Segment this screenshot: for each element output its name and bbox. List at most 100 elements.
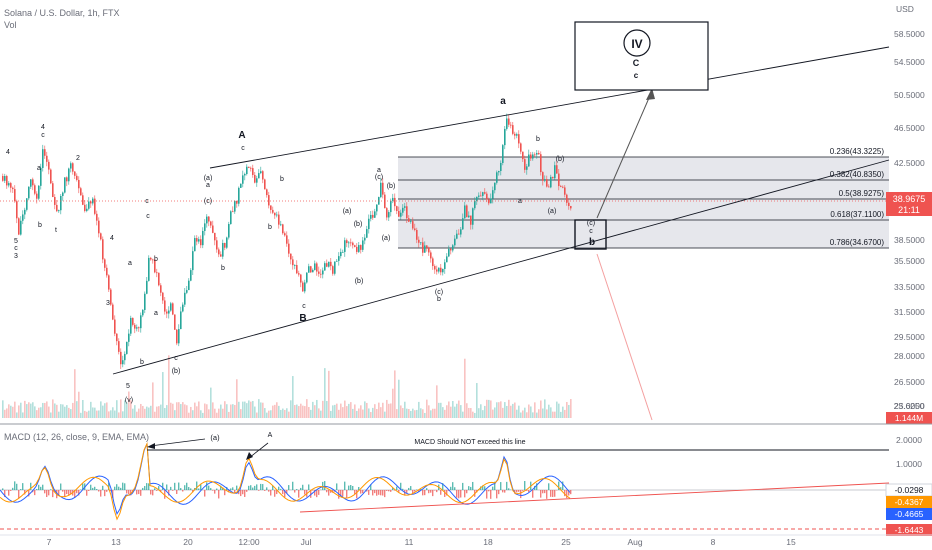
candle-body: [490, 198, 492, 204]
macd-histogram-bar: [430, 490, 432, 493]
macd-histogram-bar: [490, 490, 492, 499]
macd-histogram-bar: [352, 485, 354, 490]
macd-histogram-bar: [100, 490, 102, 497]
volume-bar: [560, 411, 562, 418]
candle-body: [288, 243, 290, 254]
candle-body: [256, 178, 258, 183]
macd-histogram-bar: [304, 490, 306, 495]
macd-histogram-bar: [340, 490, 342, 496]
candle-body: [480, 195, 482, 197]
wave-label-46: (c): [587, 220, 595, 227]
candle-body: [220, 254, 222, 257]
macd-histogram-bar: [536, 483, 538, 490]
macd-histogram-bar: [366, 490, 368, 492]
macd-histogram-bar: [420, 489, 422, 490]
candle-body: [86, 208, 88, 211]
candle-body: [306, 272, 308, 283]
candle-body: [418, 239, 420, 243]
macd-histogram-bar: [462, 482, 464, 490]
wave-label-35: a: [377, 167, 381, 174]
macd-histogram-bar: [90, 484, 92, 490]
macd-histogram-bar: [350, 485, 352, 490]
candle-body: [484, 192, 486, 194]
volume-bar: [538, 409, 540, 418]
volume-bar: [64, 406, 66, 418]
macd-histogram-bar: [50, 489, 52, 490]
macd-histogram-bar: [386, 490, 388, 491]
volume-bar: [544, 399, 546, 418]
candle-body: [248, 166, 250, 168]
macd-histogram-bar: [526, 490, 528, 491]
candle-body: [132, 317, 134, 325]
volume-bar: [266, 412, 268, 418]
candle-body: [544, 179, 546, 181]
volume-bar: [364, 401, 366, 418]
macd-histogram-bar: [516, 490, 518, 493]
candle-body: [180, 311, 182, 330]
candle-body: [352, 242, 354, 246]
volume-bar: [358, 408, 360, 418]
macd-histogram-bar: [494, 481, 496, 490]
macd-histogram-bar: [300, 487, 302, 490]
macd-histogram-bar: [460, 490, 462, 498]
candle-body: [316, 263, 318, 272]
time-axis-tick-1: 13: [111, 537, 121, 547]
macd-histogram-bar: [172, 490, 174, 491]
volume-bar: [446, 405, 448, 418]
macd-histogram-bar: [452, 482, 454, 490]
wave-iv-target-box: [574, 21, 709, 91]
macd-histogram-bar: [248, 485, 250, 490]
macd-histogram-bar: [260, 483, 262, 490]
macd-histogram-bar: [406, 490, 408, 494]
candle-body: [124, 353, 126, 361]
macd-histogram-bar: [212, 490, 214, 491]
candle-body: [250, 167, 252, 169]
volume-bar: [412, 408, 414, 418]
time-axis-tick-5: 11: [405, 537, 414, 547]
candle-body: [486, 193, 488, 200]
candle-body: [224, 243, 226, 248]
macd-histogram-bar: [360, 490, 362, 494]
time-axis-tick-4: Jul: [301, 537, 312, 547]
volume-bar: [38, 407, 40, 418]
candle-body: [442, 268, 444, 273]
volume-indicator-label: Vol: [4, 20, 17, 30]
volume-bar: [370, 412, 372, 418]
macd-histogram-bar: [262, 484, 264, 490]
candle-body: [354, 245, 356, 247]
macd-histogram-bar: [70, 490, 72, 495]
volume-bar: [400, 405, 402, 418]
volume-bar: [218, 408, 220, 418]
wave-label-19: c: [174, 355, 178, 362]
macd-histogram-bar: [48, 490, 50, 496]
candle-body: [252, 168, 254, 175]
candle-body: [548, 186, 550, 188]
volume-bar: [350, 402, 352, 418]
volume-bar: [14, 401, 16, 418]
macd-histogram-bar: [198, 488, 200, 490]
candle-body: [130, 317, 132, 334]
macd-histogram-bar: [388, 490, 390, 492]
macd-support-line: [299, 482, 890, 513]
macd-histogram-bar: [258, 490, 260, 491]
macd-histogram-bar: [426, 488, 428, 490]
candle-body: [400, 212, 402, 217]
candle-body: [94, 198, 96, 214]
macd-histogram-bar: [390, 490, 392, 492]
volume-bar: [78, 391, 80, 418]
macd-histogram-bar: [486, 490, 488, 499]
upper-channel-line: [209, 46, 890, 169]
price-axis-tick-13: 23.6250: [894, 401, 925, 411]
volume-bar: [6, 408, 8, 418]
volume-bar: [304, 406, 306, 418]
volume-bar: [324, 368, 326, 418]
candle-body: [10, 183, 12, 188]
macd-histogram-bar: [196, 481, 198, 490]
volume-bar: [278, 405, 280, 418]
macd-histogram-bar: [278, 486, 280, 490]
candle-body: [420, 242, 422, 244]
volume-bar: [26, 404, 28, 418]
volume-bar: [224, 401, 226, 418]
